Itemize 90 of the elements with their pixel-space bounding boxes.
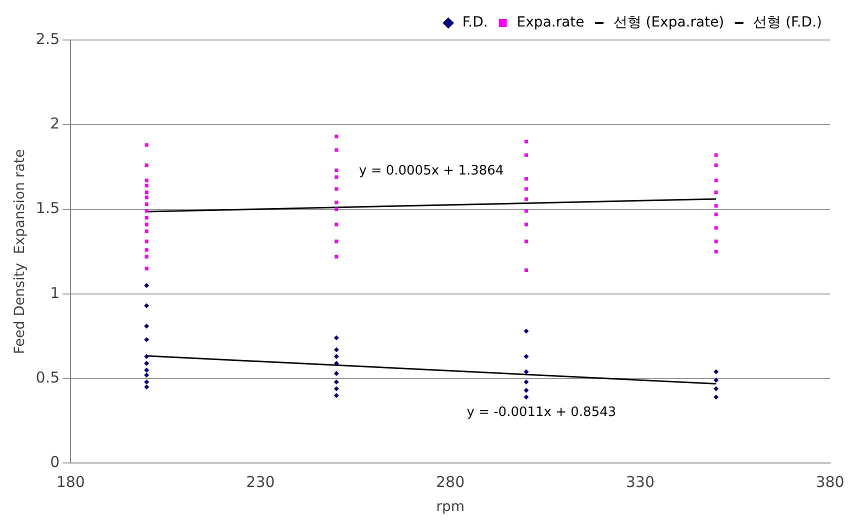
point: [334, 370, 339, 376]
point: [714, 369, 719, 374]
point: [524, 379, 529, 384]
point: [714, 240, 718, 244]
point: [334, 208, 338, 212]
point: [524, 153, 528, 157]
point: [524, 197, 528, 201]
point: [714, 386, 719, 392]
point: [714, 164, 718, 168]
x-tick-label: 180: [56, 473, 85, 492]
point: [524, 187, 528, 191]
point: [714, 190, 718, 194]
point: [334, 148, 338, 152]
point: [144, 303, 150, 308]
y-tick-label: 2.5: [36, 30, 60, 48]
point: [144, 190, 148, 194]
point: [524, 140, 528, 144]
point: [144, 202, 148, 206]
point: [144, 372, 150, 378]
point: [144, 248, 148, 252]
point: [334, 392, 339, 398]
point: [144, 222, 148, 226]
point: [144, 368, 150, 373]
point: [144, 184, 148, 188]
x-axis-title: rpm: [436, 499, 464, 516]
point: [334, 379, 339, 384]
point: [524, 177, 528, 181]
point: [144, 324, 150, 329]
legend-label: F.D.: [462, 14, 488, 31]
legend-label: 선형 (Expa.rate): [613, 14, 724, 31]
x-tick-label: 230: [246, 473, 275, 492]
point: [334, 168, 338, 172]
point: [144, 216, 148, 220]
point: [144, 354, 150, 360]
point: [144, 209, 148, 213]
y-axis-title: Feed Density Expansion rate: [12, 149, 28, 354]
point: [334, 335, 339, 340]
point: [144, 254, 148, 258]
point: [524, 388, 529, 393]
y-tick-label: 0: [50, 453, 60, 472]
point: [334, 360, 339, 366]
point: [714, 226, 718, 230]
point: [144, 143, 148, 147]
point: [524, 328, 529, 334]
point: [334, 347, 339, 352]
point: [144, 196, 148, 200]
point: [714, 212, 718, 216]
point: [334, 222, 338, 226]
point: [524, 222, 528, 226]
point: [334, 200, 338, 204]
point: [714, 378, 719, 383]
legend-label: 선형 (F.D.): [753, 14, 822, 31]
point: [714, 250, 718, 254]
point: [334, 134, 338, 138]
point: [334, 240, 338, 244]
point: [524, 240, 528, 244]
point: [524, 209, 528, 213]
y-tick-label: 1: [50, 284, 60, 302]
point: [524, 268, 528, 272]
x-tick-label: 330: [626, 473, 654, 492]
y-tick-label: 2: [50, 114, 60, 133]
point: [144, 282, 150, 288]
annotation: y = -0.0011x + 0.8543: [466, 404, 616, 420]
point: [144, 266, 148, 270]
point: [144, 164, 148, 168]
point: [524, 354, 529, 360]
point: [144, 337, 150, 342]
point: [334, 254, 338, 258]
point: [334, 187, 338, 191]
point: [334, 386, 339, 392]
annotation: y = 0.0005x + 1.3864: [359, 164, 504, 179]
point: [334, 175, 338, 179]
point: [714, 153, 718, 157]
point: [334, 354, 339, 360]
point: [144, 384, 150, 390]
point: [144, 230, 148, 234]
y-tick-label: 0.5: [36, 368, 60, 386]
point: [714, 204, 718, 208]
point: [714, 178, 718, 182]
x-tick-label: 380: [816, 473, 844, 492]
point: [144, 178, 148, 182]
y-tick-label: 1.5: [36, 199, 60, 218]
point: [524, 369, 529, 374]
point: [144, 240, 148, 244]
point: [524, 394, 529, 400]
point: [714, 394, 719, 400]
legend-label: Expa.rate: [516, 14, 584, 31]
point: [144, 360, 150, 366]
point: [144, 379, 150, 384]
x-tick-label: 280: [436, 473, 465, 492]
